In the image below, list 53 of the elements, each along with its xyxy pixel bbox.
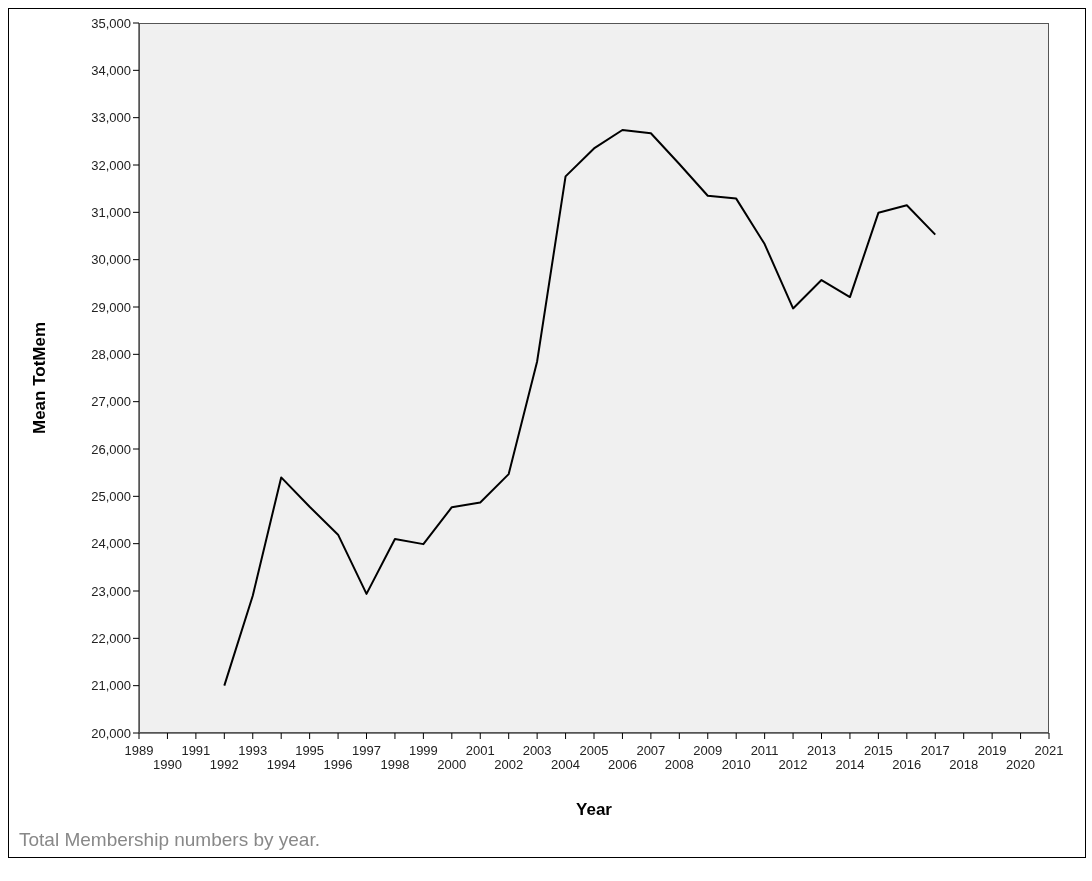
y-tick-label: 23,000 xyxy=(91,583,131,599)
x-tick-label: 1989 xyxy=(124,743,154,758)
x-tick-label: 1991 xyxy=(181,743,211,758)
x-tick-label: 1994 xyxy=(266,757,296,772)
x-tick-label: 2014 xyxy=(835,757,865,772)
x-tick-label: 2011 xyxy=(750,743,779,758)
x-tick-label: 1998 xyxy=(380,757,410,772)
y-tick-label: 24,000 xyxy=(91,536,131,552)
x-tick-label: 2017 xyxy=(920,743,950,758)
y-tick-label: 33,000 xyxy=(91,110,131,126)
x-tick-label: 1992 xyxy=(209,757,239,772)
x-tick-label: 2013 xyxy=(807,743,836,758)
x-tick-label: 2007 xyxy=(636,743,666,758)
x-tick-label: 2001 xyxy=(465,743,495,758)
x-tick-label: 1995 xyxy=(295,743,325,758)
y-tick-label: 32,000 xyxy=(91,157,131,173)
x-tick-label: 1999 xyxy=(408,743,438,758)
x-tick-label: 2015 xyxy=(863,743,893,758)
x-tick-label: 2016 xyxy=(892,757,922,772)
y-tick-label: 29,000 xyxy=(91,299,131,315)
x-tick-label: 2008 xyxy=(664,757,694,772)
x-tick-label: 1993 xyxy=(238,743,268,758)
y-tick-label: 28,000 xyxy=(91,346,131,362)
y-tick-label: 26,000 xyxy=(91,441,131,457)
y-tick-label: 31,000 xyxy=(91,204,131,220)
y-tick-label: 35,000 xyxy=(91,15,131,31)
y-tick-label: 20,000 xyxy=(91,725,131,741)
x-tick-label: 2010 xyxy=(721,757,751,772)
x-tick-label: 2003 xyxy=(522,743,552,758)
x-tick-label: 2021 xyxy=(1034,743,1064,758)
y-tick-label: 27,000 xyxy=(91,394,131,410)
x-tick-label: 2002 xyxy=(494,757,524,772)
x-tick-label: 2012 xyxy=(778,757,808,772)
y-tick-label: 30,000 xyxy=(91,252,131,268)
x-tick-label: 1997 xyxy=(352,743,381,758)
x-tick-label: 2009 xyxy=(693,743,723,758)
line-series xyxy=(223,128,937,687)
x-tick-label: 2000 xyxy=(437,757,467,772)
y-axis-title: Mean TotMem xyxy=(30,321,50,435)
x-tick-label: 2020 xyxy=(1006,757,1036,772)
y-tick-label: 25,000 xyxy=(91,488,131,504)
x-tick-label: 1996 xyxy=(323,757,353,772)
x-tick-label: 2004 xyxy=(551,757,581,772)
y-tick-label: 34,000 xyxy=(91,62,131,78)
y-tick-label: 21,000 xyxy=(91,678,131,694)
x-tick-label: 1990 xyxy=(152,757,182,772)
x-tick-label: 2018 xyxy=(949,757,979,772)
text: Total Membership numbers by year. xyxy=(18,829,321,852)
x-axis-title: Year xyxy=(576,800,613,819)
x-tick-label: 2019 xyxy=(977,743,1007,758)
x-tick-label: 2005 xyxy=(579,743,609,758)
y-tick-label: 22,000 xyxy=(91,630,131,646)
x-tick-label: 2006 xyxy=(607,757,637,772)
